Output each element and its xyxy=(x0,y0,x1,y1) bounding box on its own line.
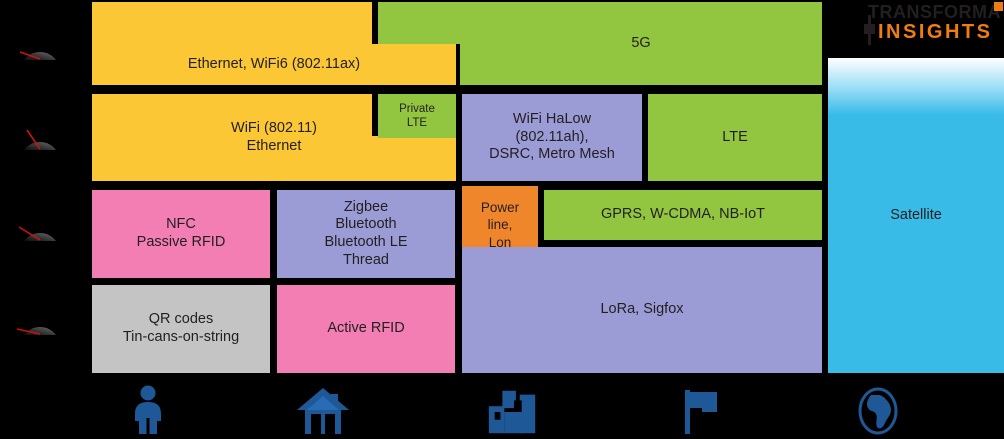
cell-wifi-ethernet-label: WiFi (802.11) Ethernet xyxy=(92,94,456,181)
lshape-seam-2 xyxy=(92,118,372,148)
cell-private-lte: Private LTE xyxy=(378,94,456,138)
logo-bar-accent xyxy=(868,15,871,45)
cell-5g: 5G xyxy=(460,2,822,85)
cell-label: NFC Passive RFID xyxy=(136,216,226,250)
cell-wifi-halow: WiFi HaLow (802.11ah), DSRC, Metro Mesh xyxy=(462,94,642,181)
cell-lora-sigfox: LoRa, Sigfox xyxy=(462,247,822,373)
city-buildings-icon xyxy=(485,384,541,439)
cell-label: GPRS, W-CDMA, NB-IoT xyxy=(600,206,766,223)
cell-label: Active RFID xyxy=(327,320,405,337)
flag-icon xyxy=(672,383,728,439)
cell-label: WiFi (802.11) Ethernet xyxy=(231,119,317,154)
globe-icon xyxy=(850,383,906,439)
cell-active-rfid: Active RFID xyxy=(277,285,455,373)
gauge-high-bandwidth xyxy=(16,122,60,152)
cell-label: LoRa, Sigfox xyxy=(600,301,684,318)
cell-zigbee-bluetooth: Zigbee Bluetooth Bluetooth LE Thread xyxy=(277,190,455,278)
cell-gprs-wcdma-nbiot: GPRS, W-CDMA, NB-IoT xyxy=(544,190,822,240)
cell-ethernet-wifi6-upper xyxy=(92,2,372,44)
person-icon xyxy=(120,382,176,438)
logo-square-accent xyxy=(994,2,1003,11)
logo-bottom-text: INSIGHTS xyxy=(878,21,993,43)
cell-satellite: Satellite xyxy=(828,58,1004,373)
logo-bracket-accent xyxy=(864,24,875,34)
cell-label: Satellite xyxy=(890,206,942,223)
cell-label: QR codes Tin-cans-on-string xyxy=(122,311,240,345)
cell-5g-step xyxy=(378,2,460,44)
cell-label: WiFi HaLow (802.11ah), DSRC, Metro Mesh xyxy=(489,110,615,163)
cell-label: Zigbee Bluetooth Bluetooth LE Thread xyxy=(324,198,408,268)
gauge-very-high-bandwidth xyxy=(16,32,60,62)
cell-label: Private LTE xyxy=(399,102,435,129)
cell-label: 5G xyxy=(631,34,651,51)
cell-ethernet-wifi6: Ethernet, WiFi6 (802.11ax) xyxy=(92,44,456,85)
transforma-insights-logo: TRANSFORMA INSIGHTS xyxy=(860,2,1004,50)
gauge-medium-bandwidth xyxy=(16,213,60,243)
lshape-seam xyxy=(92,40,372,48)
cell-lte: LTE xyxy=(648,94,822,181)
cell-nfc-passive-rfid: NFC Passive RFID xyxy=(92,190,270,278)
house-icon xyxy=(295,383,351,439)
cell-label: Ethernet, WiFi6 (802.11ax) xyxy=(187,55,361,72)
cell-qr-codes: QR codes Tin-cans-on-string xyxy=(92,285,270,373)
logo-top-text: TRANSFORMA xyxy=(868,2,1001,22)
gauge-low-bandwidth xyxy=(16,307,60,337)
cell-label: LTE xyxy=(722,128,748,145)
